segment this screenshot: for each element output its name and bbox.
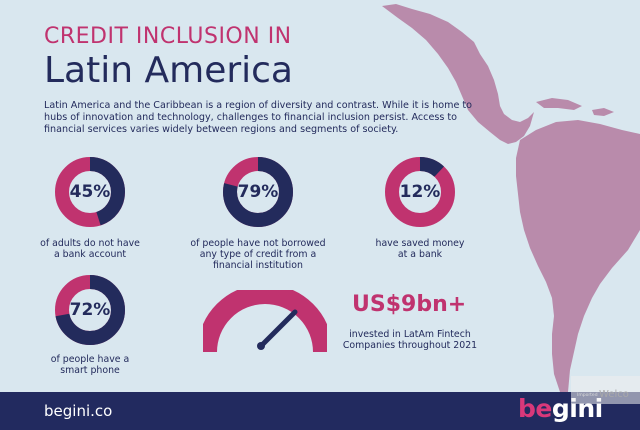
footer-website-link[interactable]: begini.co: [44, 402, 113, 420]
map-south-america: [516, 120, 640, 392]
stat-value-savings: 12%: [399, 182, 441, 202]
donut-chart-credit: 79%: [223, 157, 293, 227]
stat-caption-credit: of people have not borrowed any type of …: [190, 238, 326, 271]
map-cuba: [536, 98, 582, 110]
map-hispaniola: [592, 108, 614, 116]
stat-value-bank-account: 45%: [69, 182, 111, 202]
donut-chart-savings: 12%: [385, 157, 455, 227]
donut-chart-smartphone: 72%: [55, 275, 125, 345]
overlay-welcome-text: Welco: [599, 389, 629, 400]
stat-value-credit: 79%: [237, 182, 279, 202]
title-credit-inclusion: CREDIT INCLUSION IN: [44, 24, 292, 49]
fintech-investment-caption: invested in LatAm Fintech Companies thro…: [342, 329, 478, 351]
gauge-icon: [203, 290, 327, 353]
fintech-investment-value: US$9bn+: [352, 292, 467, 317]
stat-value-smartphone: 72%: [69, 300, 111, 320]
overlay-hint-text: Imported: [577, 393, 598, 398]
overlay-panel: [571, 376, 640, 404]
donut-chart-bank-account: 45%: [55, 157, 125, 227]
footer-bar: begini.co begini: [0, 392, 640, 430]
map-mexico-central-america: [382, 4, 534, 144]
intro-paragraph: Latin America and the Caribbean is a reg…: [44, 100, 473, 135]
title-latin-america: Latin America: [44, 50, 293, 91]
stat-caption-smartphone: of people have a smart phone: [50, 354, 130, 376]
stat-caption-bank-account: of adults do not have a bank account: [40, 238, 140, 260]
stat-caption-savings: have saved money at a bank: [375, 238, 465, 260]
